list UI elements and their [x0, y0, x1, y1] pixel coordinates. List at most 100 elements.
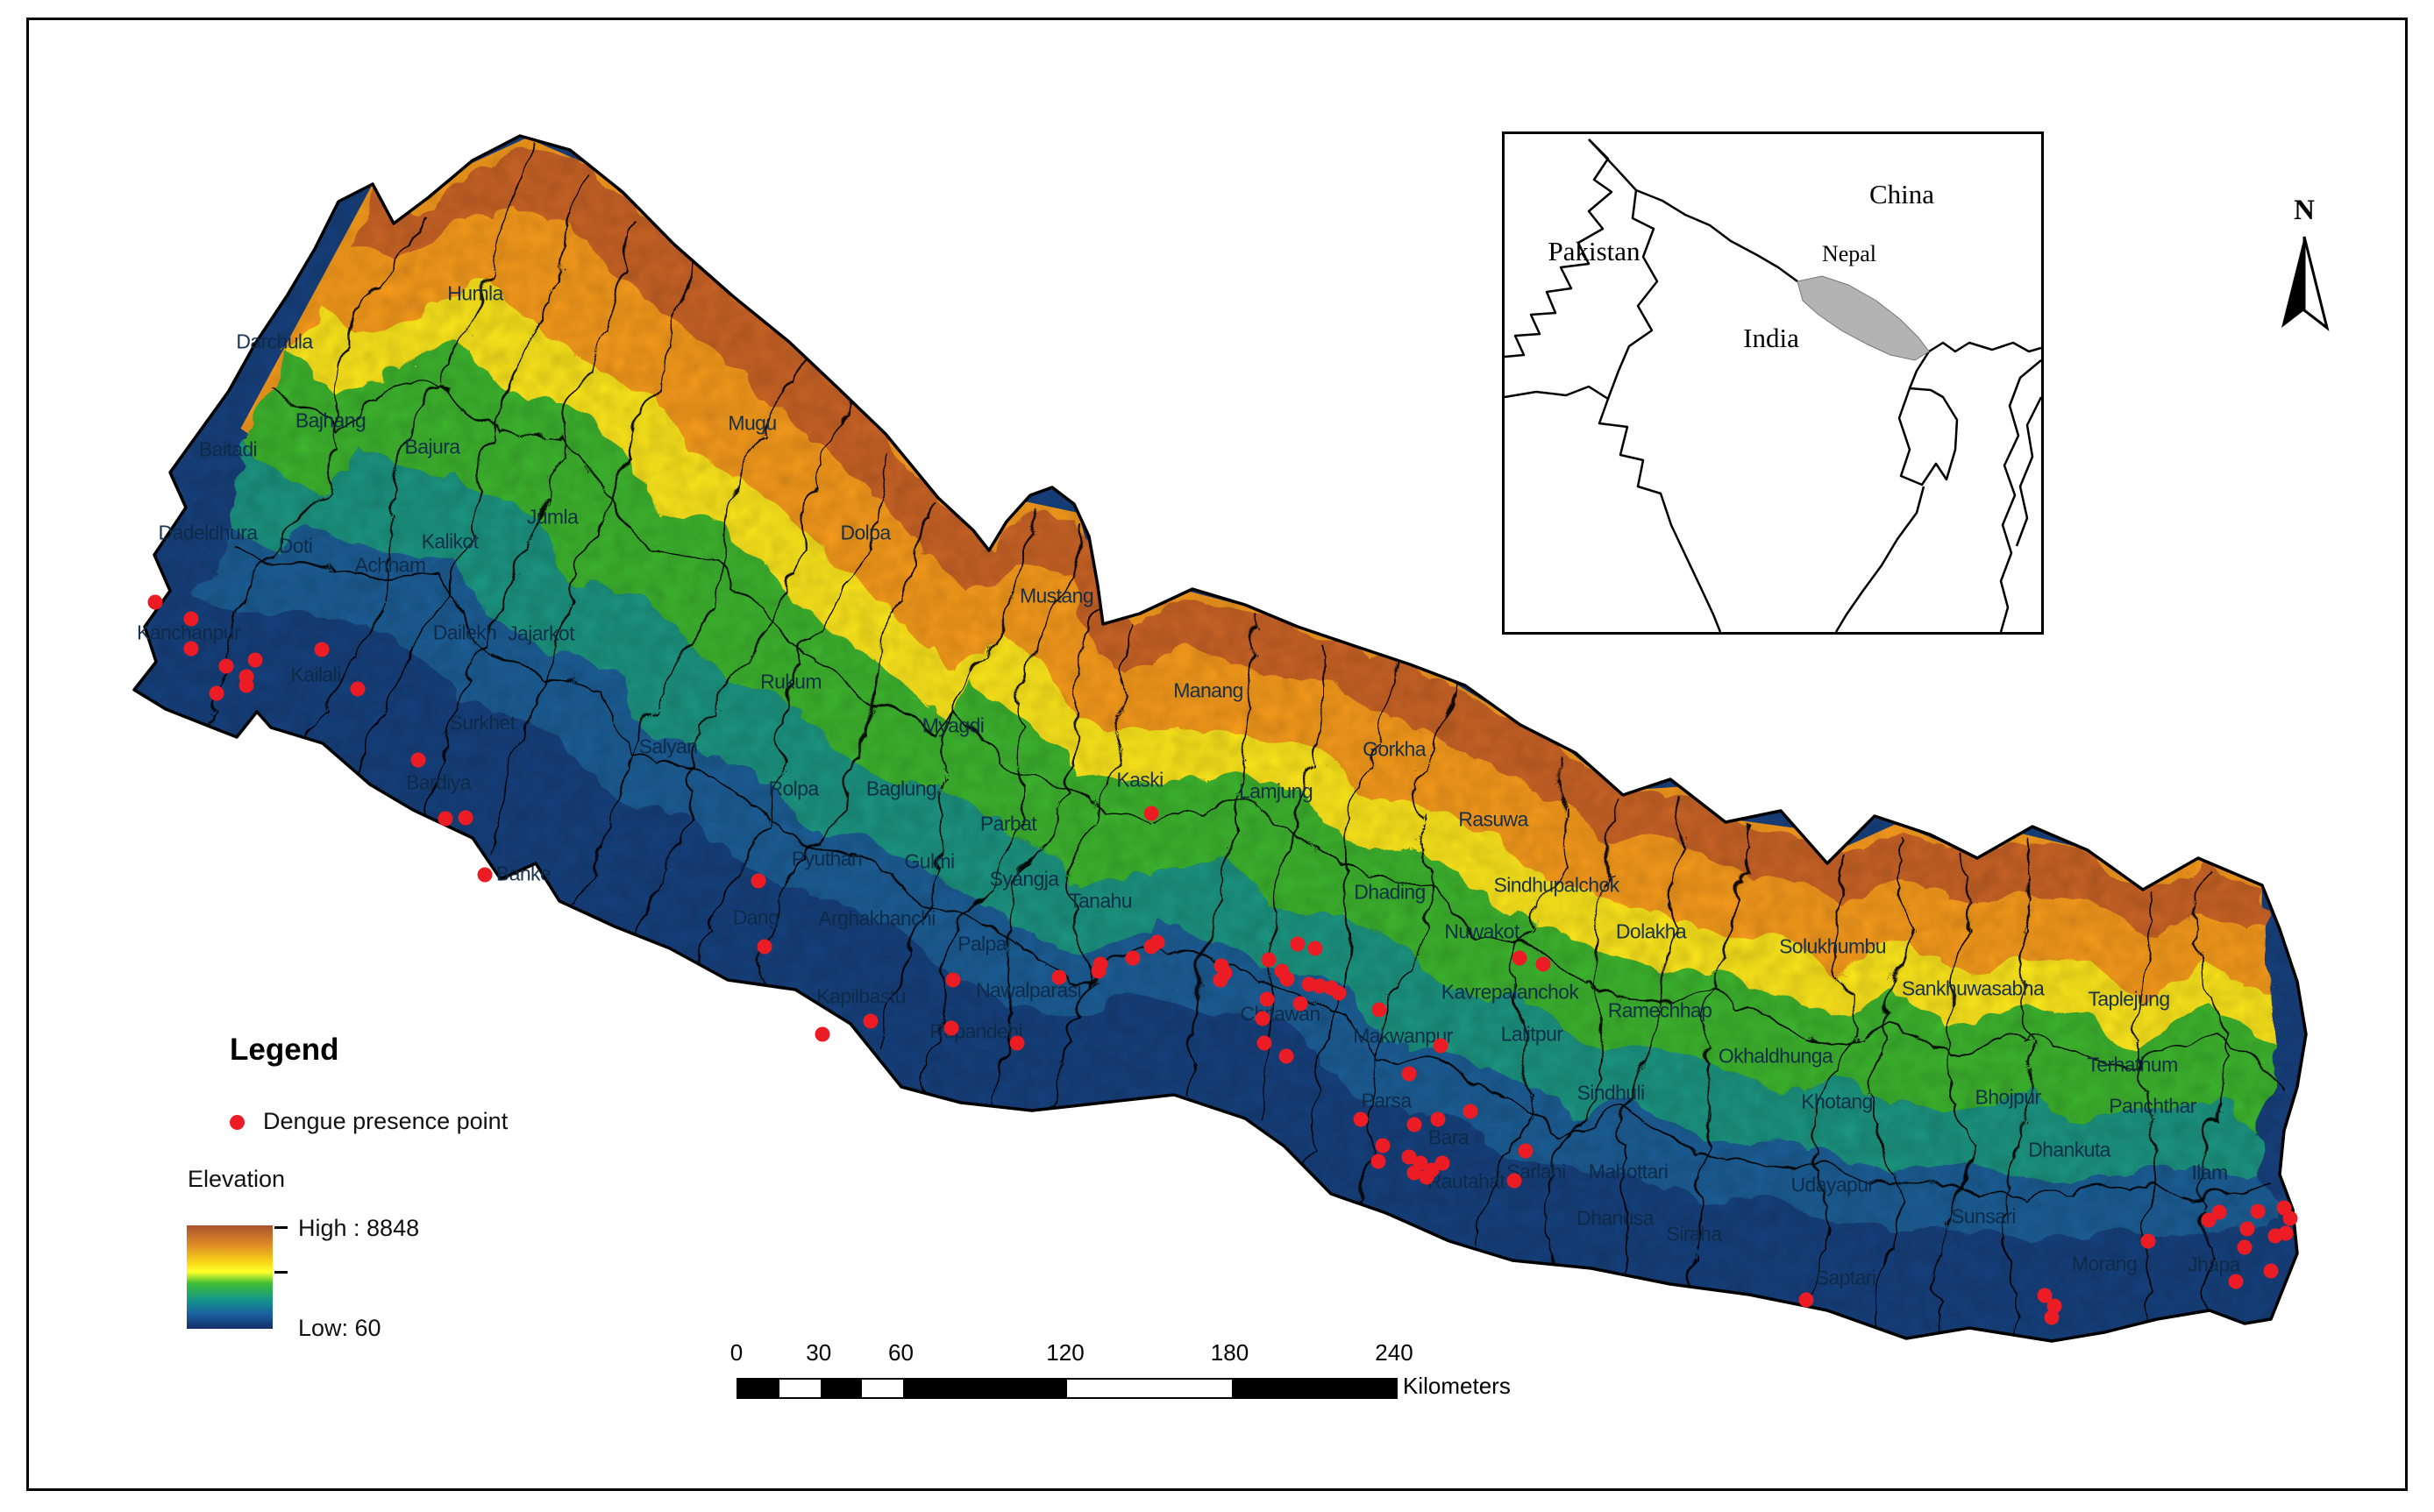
dengue-point — [238, 678, 254, 693]
dengue-point — [1259, 991, 1275, 1007]
dengue-point — [410, 752, 426, 768]
dengue-point — [2282, 1210, 2298, 1226]
scalebar-tick-label: 0 — [729, 1339, 744, 1366]
inset-label-nepal: Nepal — [1821, 241, 1877, 266]
dengue-point — [2201, 1212, 2217, 1228]
dengue-point — [1353, 1111, 1369, 1127]
dengue-point — [1433, 1038, 1448, 1054]
scalebar-tick-label: 180 — [1210, 1339, 1249, 1366]
north-arrow: N — [2259, 195, 2350, 335]
scalebar-segment — [738, 1380, 779, 1397]
dengue-point — [183, 641, 199, 657]
dengue-point — [218, 658, 234, 674]
ramp-high-label: High : 8848 — [298, 1215, 420, 1241]
dengue-point — [209, 685, 224, 701]
scalebar-tick-label: 30 — [806, 1339, 832, 1366]
scalebar-bar — [737, 1378, 1398, 1399]
dengue-point — [2046, 1298, 2062, 1314]
dengue-point — [1051, 969, 1067, 985]
elevation-legend-title: Elevation — [188, 1166, 286, 1192]
dengue-point — [1375, 1138, 1391, 1154]
dengue-point — [247, 652, 263, 668]
dengue-point — [2037, 1288, 2053, 1303]
dengue-point — [1213, 972, 1228, 988]
dengue-point — [1798, 1292, 1814, 1308]
dengue-point — [2140, 1233, 2156, 1249]
dengue-point — [1419, 1169, 1434, 1185]
figure-frame — [26, 18, 2408, 1491]
dengue-point — [751, 873, 766, 889]
dengue-point — [2250, 1203, 2266, 1219]
dengue-point — [1401, 1149, 1417, 1165]
dengue-point — [1406, 1165, 1422, 1181]
dengue-point — [815, 1026, 830, 1042]
dengue-point — [2237, 1239, 2253, 1255]
dengue-point — [147, 594, 163, 610]
dengue-point — [183, 611, 199, 627]
dengue-point — [1506, 1173, 1522, 1189]
dengue-point — [1256, 1035, 1272, 1051]
dengue-dot-icon — [230, 1115, 245, 1130]
dengue-point — [1091, 963, 1107, 979]
legend-title: Legend — [230, 1033, 339, 1067]
dengue-point — [757, 939, 772, 955]
dengue-point — [863, 1013, 879, 1029]
dengue-point — [943, 1020, 959, 1036]
dengue-point — [2278, 1225, 2294, 1241]
ramp-tick-high — [274, 1226, 288, 1229]
scalebar-tick-label: 60 — [888, 1339, 914, 1366]
dengue-point — [1143, 806, 1159, 821]
inset-label-india: India — [1743, 323, 1799, 353]
dengue-point — [1255, 1011, 1270, 1026]
dengue-point — [1292, 996, 1308, 1012]
dengue-point — [2239, 1221, 2255, 1237]
scalebar-segment — [1231, 1380, 1396, 1397]
dengue-point — [1009, 1035, 1025, 1051]
scalebar-segment — [779, 1380, 821, 1397]
dengue-point — [1278, 1048, 1294, 1064]
dengue-point — [1535, 956, 1551, 972]
dengue-point — [1430, 1111, 1446, 1127]
dengue-point — [438, 811, 453, 827]
dengue-point — [1406, 1117, 1422, 1132]
scalebar-segment — [1067, 1380, 1232, 1397]
north-arrow-icon — [2281, 236, 2330, 331]
dengue-point — [2263, 1263, 2279, 1279]
dengue-point — [2228, 1274, 2244, 1289]
dengue-point — [1125, 950, 1141, 966]
dengue-point — [1279, 971, 1295, 987]
dengue-point — [2211, 1204, 2227, 1220]
elevation-ramp — [187, 1225, 273, 1329]
inset-label-china: China — [1868, 179, 1935, 209]
dengue-point — [1512, 950, 1527, 966]
dengue-point — [1307, 941, 1323, 956]
inset-locator-map: China Pakistan Nepal India — [1502, 131, 2044, 635]
scalebar-segment — [820, 1380, 862, 1397]
dengue-point — [1463, 1104, 1478, 1119]
dengue-point — [1261, 952, 1277, 968]
dengue-point — [477, 867, 493, 883]
scalebar-tick-label: 120 — [1046, 1339, 1085, 1366]
dengue-point — [314, 642, 330, 657]
dengue-legend-label: Dengue presence point — [263, 1108, 509, 1134]
scalebar-tick-label: 240 — [1375, 1339, 1413, 1366]
inset-label-pakistan: Pakistan — [1548, 236, 1640, 266]
ramp-low-label: Low: 60 — [298, 1315, 381, 1341]
dengue-point — [1290, 936, 1306, 952]
dengue-point — [1371, 1002, 1387, 1018]
dengue-point — [1434, 1155, 1450, 1171]
dengue-point — [1331, 985, 1347, 1001]
dengue-point — [945, 972, 961, 988]
dengue-point — [1518, 1143, 1534, 1159]
dengue-point — [1401, 1066, 1417, 1082]
dengue-point — [2044, 1310, 2060, 1325]
dengue-point — [458, 810, 473, 826]
dengue-point — [350, 681, 366, 697]
scalebar-unit: Kilometers — [1403, 1373, 1511, 1399]
north-arrow-label: N — [2294, 195, 2315, 226]
dengue-point — [1149, 934, 1165, 950]
scalebar-segment — [902, 1380, 1067, 1397]
